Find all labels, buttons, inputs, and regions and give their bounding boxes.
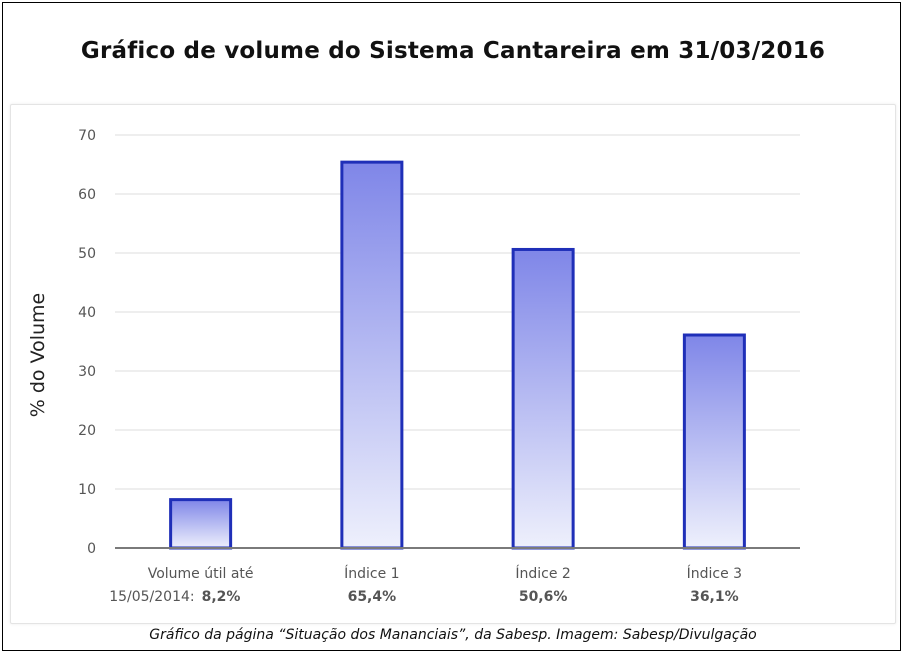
image-caption: Gráfico da página “Situação dos Manancia… [149, 627, 757, 643]
y-tick-label: 10 [78, 482, 96, 498]
y-axis-label: % do Volume [27, 293, 49, 417]
y-tick-label: 60 [78, 187, 96, 203]
bar-value-label: 50,6% [519, 589, 568, 605]
x-category-label-line2: 15/05/2014: [109, 589, 194, 605]
bar-value-label: 36,1% [690, 589, 739, 605]
x-category-label: Volume útil até [148, 566, 254, 582]
bar [511, 247, 575, 550]
chart-panel [10, 104, 896, 624]
y-tick-label: 20 [78, 423, 96, 439]
y-tick-label: 0 [87, 541, 96, 557]
x-category-label: Índice 3 [687, 565, 742, 582]
chart-title: Gráfico de volume do Sistema Cantareira … [80, 38, 826, 64]
bar-value-label: 8,2% [202, 589, 241, 605]
bar [169, 498, 233, 550]
y-tick-label: 30 [78, 364, 96, 380]
x-category-label: Índice 2 [515, 565, 570, 582]
x-category-label: Índice 1 [344, 565, 399, 582]
y-tick-label: 70 [78, 128, 96, 144]
bar-value-label: 65,4% [348, 589, 397, 605]
y-tick-label: 40 [78, 305, 96, 321]
bar [682, 333, 746, 550]
bar [340, 160, 404, 550]
y-tick-label: 50 [78, 246, 96, 262]
